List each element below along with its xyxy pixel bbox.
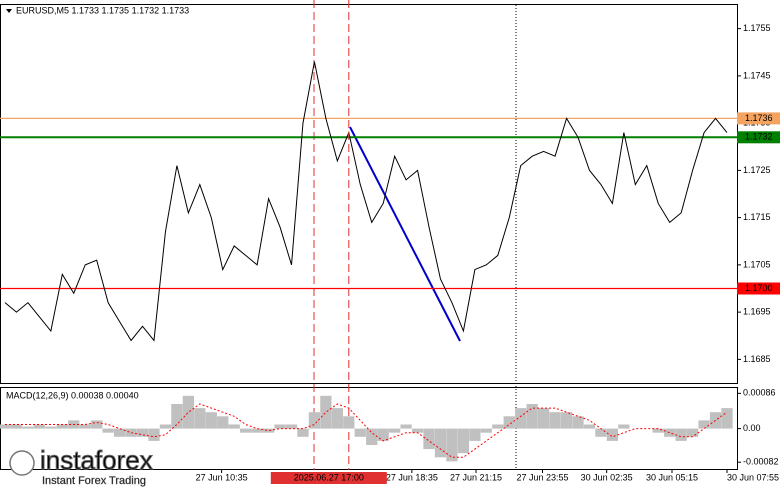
x-tick-label: 30 Jun 07:55: [727, 472, 779, 482]
macd-bar: [469, 428, 481, 441]
macd-bar: [389, 428, 401, 433]
macd-bar: [664, 428, 676, 437]
cursor-tag: [270, 472, 387, 484]
macd-bar: [343, 416, 355, 429]
logo-icon: [9, 450, 35, 476]
macd-bar: [537, 408, 550, 429]
y-tick-label: 1.1695: [743, 307, 771, 317]
macd-bar: [148, 428, 160, 441]
macd-bar: [308, 412, 321, 429]
macd-bar: [159, 424, 172, 429]
x-tick-label: 27 Jun 18:35: [386, 472, 438, 482]
macd-bar: [492, 424, 504, 429]
macd-bar: [366, 428, 378, 445]
macd-bar: [22, 426, 34, 429]
macd-bar: [262, 428, 275, 433]
macd-bar: [91, 420, 103, 429]
macd-bar: [125, 428, 137, 437]
level-tag: [737, 112, 780, 125]
macd-bar: [583, 424, 596, 429]
macd-bar: [618, 424, 630, 429]
level-label: 1.1700: [745, 283, 773, 293]
macd-bar: [182, 395, 195, 429]
macd-bar: [675, 428, 687, 441]
macd-title: MACD(12,26,9) 0.00038 0.00040: [6, 390, 139, 400]
level-tag: [737, 131, 780, 144]
y-tick-label: 1.1715: [743, 212, 771, 222]
macd-bar: [102, 428, 114, 433]
macd-bar: [0, 424, 11, 429]
macd-bar: [560, 412, 573, 429]
macd-bar: [595, 428, 607, 437]
y-tick-label: 1.1705: [743, 259, 771, 269]
macd-bar: [297, 428, 309, 437]
macd-bar: [10, 424, 23, 429]
macd-bar: [205, 412, 217, 429]
price-line: [4, 61, 728, 342]
macd-bar: [285, 424, 298, 429]
trend-line: [349, 126, 461, 342]
x-tick-label: 30 Jun 02:35: [581, 472, 633, 482]
macd-bar: [686, 428, 699, 437]
x-tick-label: 27 Jun 21:15: [450, 472, 502, 482]
macd-bar: [113, 428, 126, 437]
macd-bar: [549, 412, 561, 429]
macd-bar: [320, 395, 332, 429]
macd-bar: [240, 428, 252, 433]
menu-arrow: [6, 9, 12, 13]
y-tick-label: 1.1685: [743, 354, 771, 364]
macd-bar: [446, 428, 458, 462]
macd-bar: [274, 424, 286, 429]
macd-bar: [354, 428, 366, 437]
brand: instaforex: [40, 445, 153, 475]
macd-bar: [171, 403, 183, 429]
cursor-label: 2025.06.27 17:00: [294, 472, 364, 482]
x-tick-label: 30 Jun 05:15: [646, 472, 698, 482]
macd-bar: [572, 416, 584, 429]
y-tick-label: -0.00082: [743, 457, 779, 467]
macd-bar: [606, 428, 619, 441]
macd-bar: [423, 428, 435, 450]
macd-bar: [331, 408, 343, 429]
macd-bar: [526, 403, 538, 429]
tagline: Instant Forex Trading: [42, 475, 146, 487]
macd-bar: [377, 428, 389, 441]
level-label: 1.1736: [745, 113, 773, 123]
macd-bar: [194, 408, 206, 429]
macd-bar: [411, 428, 424, 433]
macd-bar: [33, 424, 46, 429]
macd-bar: [652, 428, 664, 433]
chart-title: EURUSD,M5 1.1733 1.1735 1.1732 1.1733: [16, 5, 189, 15]
macd-bar: [228, 424, 240, 429]
macd-bar: [136, 428, 149, 437]
y-tick-label: 1.1745: [743, 70, 771, 80]
y-tick-label: 0.00086: [743, 388, 776, 398]
macd-bar: [217, 416, 229, 429]
macd-bar: [698, 420, 710, 429]
macd-bar: [56, 424, 68, 429]
y-tick-label: 0.00: [743, 423, 761, 433]
macd-bar: [434, 428, 447, 458]
x-tick-label: 27 Jun 23:55: [516, 472, 568, 482]
signal-line: [5, 403, 728, 458]
level-label: 1.1732: [745, 132, 773, 142]
macd-bar: [457, 428, 470, 454]
macd-bar: [45, 426, 57, 429]
y-tick-label: 1.1725: [743, 165, 771, 175]
level-tag: [737, 282, 780, 295]
macd-bar: [515, 408, 527, 429]
macd-bar: [721, 408, 733, 429]
price-frame: [0, 4, 738, 384]
x-tick-label: 27 Jun 10:35: [196, 472, 248, 482]
watermark: instaforex Instant Forex Trading: [9, 444, 153, 487]
y-tick-label: 1.1755: [743, 23, 771, 33]
macd-bar: [503, 416, 515, 429]
macd-bar: [480, 428, 492, 433]
macd-bar: [400, 424, 412, 429]
macd-bar: [79, 424, 91, 429]
macd-bar: [251, 428, 263, 433]
